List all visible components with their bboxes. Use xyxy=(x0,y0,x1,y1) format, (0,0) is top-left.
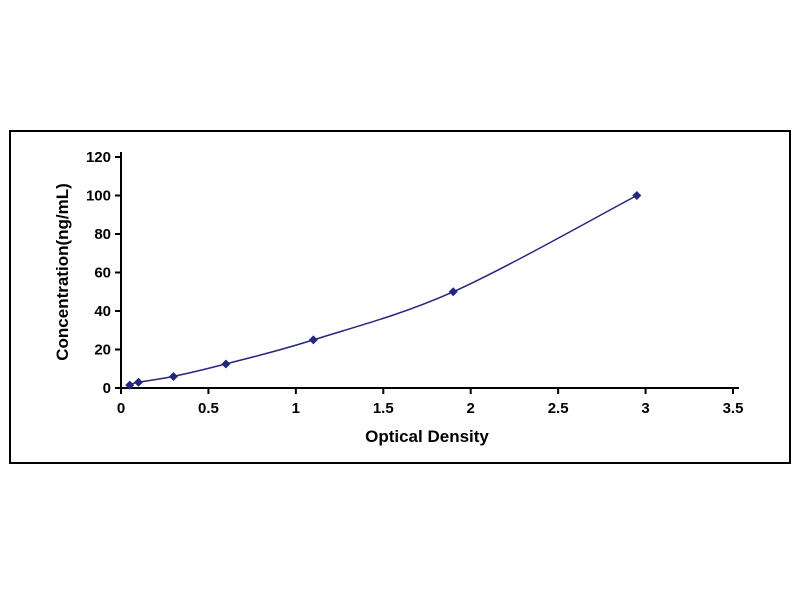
x-tick-label: 0 xyxy=(117,400,125,417)
y-tick-label: 80 xyxy=(94,226,111,243)
y-tick-label: 60 xyxy=(94,265,111,282)
y-tick-label: 120 xyxy=(86,149,111,166)
data-point-marker xyxy=(125,380,135,390)
plot-layer: 0 0.5 1 1.5 2 2.5 3 3.5 0 20 40 60 80 100 120 xyxy=(86,149,743,417)
x-tick-label: 1.5 xyxy=(373,400,394,417)
data-point-marker xyxy=(632,191,642,200)
y-tick-label: 100 xyxy=(86,188,111,205)
data-point-marker xyxy=(221,359,231,369)
y-tick-label: 20 xyxy=(94,342,111,359)
y-tick-label: 0 xyxy=(103,380,111,397)
data-point-marker xyxy=(133,377,143,387)
standard-curve-figure: 0 0.5 1 1.5 2 2.5 3 3.5 0 20 40 60 80 100 120 Optical … xyxy=(9,130,791,464)
x-tick-label: 2.5 xyxy=(548,400,569,417)
x-axis-label: Optical Density xyxy=(365,427,489,446)
chart-svg: 0 0.5 1 1.5 2 2.5 3 3.5 0 20 40 60 80 100 120 Optical … xyxy=(53,149,743,446)
y-axis-label: Concentration(ng/mL) xyxy=(53,183,72,361)
x-tick-label: 0.5 xyxy=(198,400,219,417)
x-tick-label: 3 xyxy=(641,400,649,417)
data-point-marker xyxy=(168,371,178,381)
x-tick-label: 3.5 xyxy=(723,400,744,417)
x-tick-label: 1 xyxy=(292,400,300,417)
y-tick-label: 40 xyxy=(94,303,111,320)
data-point-marker xyxy=(448,287,458,297)
data-point-marker xyxy=(308,335,318,345)
x-tick-label: 2 xyxy=(467,400,475,417)
curve-line xyxy=(129,194,638,386)
